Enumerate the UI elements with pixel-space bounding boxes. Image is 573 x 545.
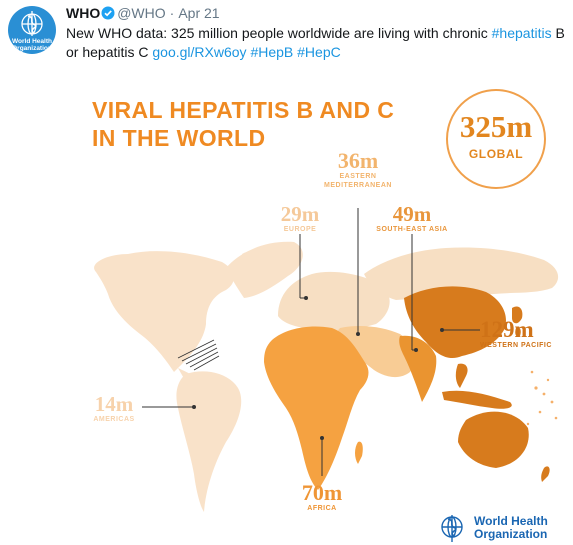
region-value: 14m — [94, 392, 134, 416]
region-value: 49m — [392, 202, 432, 226]
who-logo-line2: Organization — [474, 527, 548, 541]
hashtag-hepatitis[interactable]: #hepatitis — [491, 25, 552, 41]
who-logo-line1: World Health — [474, 514, 548, 528]
header-separator: · — [169, 5, 175, 21]
infographic-title: VIRAL HEPATITIS B AND C IN THE WORLD — [92, 96, 394, 152]
author-name[interactable]: WHO — [66, 5, 101, 21]
author-handle[interactable]: @WHO — [117, 5, 166, 21]
avatar-text-line1: World Health — [12, 38, 52, 45]
western-pacific-region — [404, 286, 550, 482]
verified-badge-icon — [101, 6, 115, 24]
who-logo-icon — [441, 515, 463, 542]
infographic-title-line1: VIRAL HEPATITIS B AND C — [92, 97, 395, 123]
tweet-date[interactable]: Apr 21 — [178, 5, 220, 21]
avatar-text-line2: Organization — [12, 45, 52, 52]
pacific-islands — [526, 370, 558, 426]
europe-region — [278, 271, 390, 333]
region-eastern-mediterranean: 36m EASTERN MEDITERRANEAN — [318, 150, 398, 190]
region-label-line2: MEDITERRANEAN — [324, 182, 392, 189]
tweet-text-part: B or hepatitis C — [66, 25, 565, 60]
region-value: 70m — [301, 480, 343, 505]
hashtag-hepc[interactable]: #HepC — [297, 44, 341, 60]
tweet-text-part: New WHO data: 325 million people worldwi… — [66, 25, 492, 41]
tweet-text: New WHO data: 325 million people worldwi… — [66, 24, 570, 62]
global-label: GLOBAL — [468, 147, 524, 161]
region-americas: 14m AMERICAS — [84, 394, 144, 424]
world-map — [94, 208, 559, 512]
north-asia-region — [364, 247, 559, 300]
region-europe: 29m EUROPE — [266, 204, 334, 234]
global-total-badge: 325m GLOBAL — [446, 89, 546, 189]
south-east-asia-region — [399, 335, 437, 402]
region-south-east-asia: 49m SOUTH-EAST ASIA — [364, 204, 460, 234]
americas-region — [94, 241, 303, 512]
africa-region — [264, 326, 369, 490]
region-label: SOUTH-EAST ASIA — [376, 226, 448, 233]
who-logo-text: World Health Organization — [474, 515, 548, 541]
region-label: AMERICAS — [93, 416, 135, 423]
region-value: 129m — [480, 317, 534, 342]
hashtag-hepb[interactable]: #HepB — [250, 44, 294, 60]
tweet-link[interactable]: goo.gl/RXw6oy — [152, 44, 247, 60]
region-label: WESTERN PACIFIC — [480, 342, 552, 349]
madagascar — [355, 441, 363, 464]
infographic-image[interactable]: VIRAL HEPATITIS B AND C IN THE WORLD 325… — [66, 72, 572, 545]
region-western-pacific: 129m WESTERN PACIFIC — [480, 318, 568, 350]
tweet-header: WHO @WHO · Apr 21 — [66, 4, 220, 24]
region-value: 29m — [280, 202, 320, 226]
region-label: EUROPE — [283, 226, 317, 233]
region-label: AFRICA — [307, 505, 337, 512]
who-logo: World Health Organization — [436, 512, 572, 544]
region-label: EASTERN — [339, 173, 377, 180]
region-value: 36m — [337, 148, 379, 173]
avatar[interactable]: World Health Organization — [8, 6, 56, 54]
who-emblem-icon — [21, 11, 43, 36]
region-africa: 70m AFRICA — [288, 482, 356, 513]
leader-lines — [142, 208, 480, 476]
global-value: 325m — [459, 109, 533, 144]
hurricane-lines — [177, 339, 220, 371]
eastern-mediterranean-region — [336, 326, 415, 378]
infographic-title-line2: IN THE WORLD — [92, 125, 266, 151]
